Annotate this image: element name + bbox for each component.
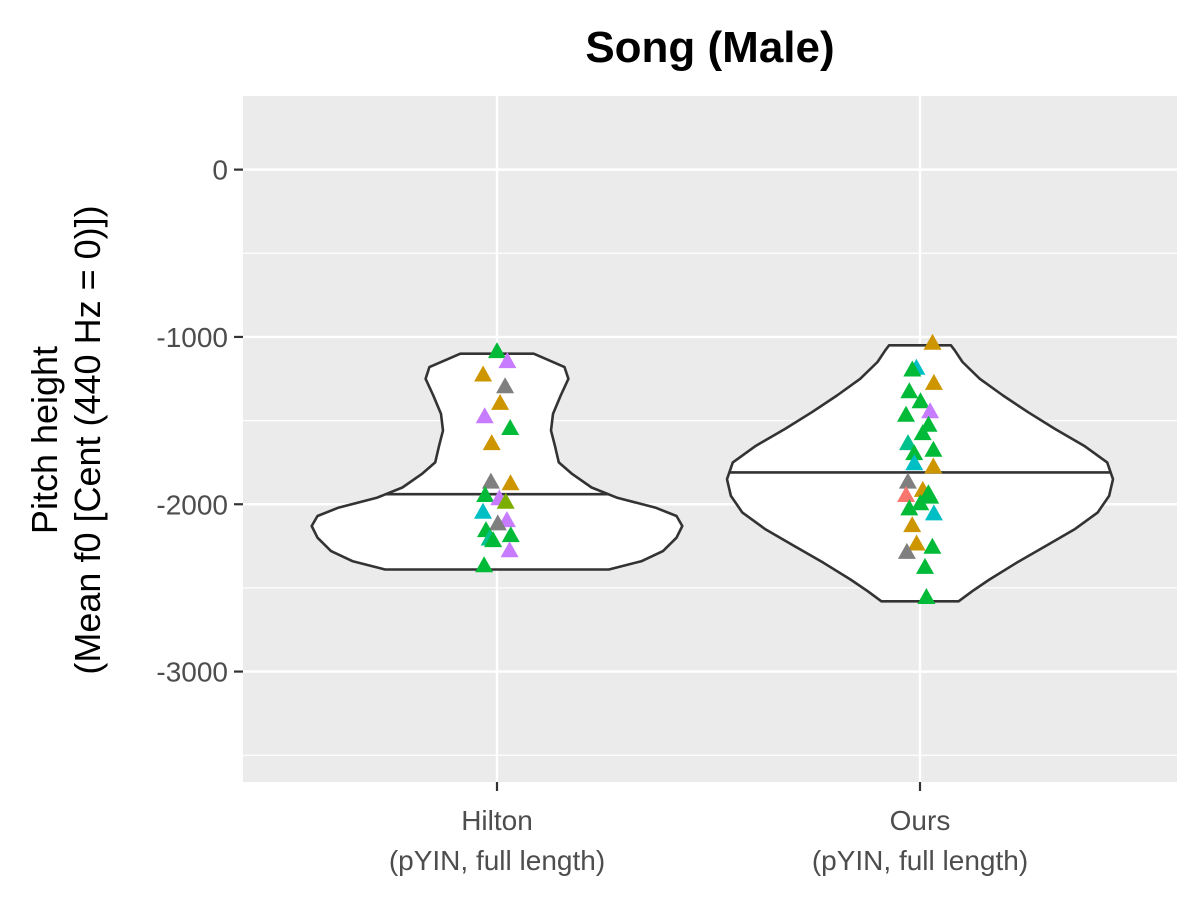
y-axis-label: Pitch height (Mean f0 [Cent (440 Hz = 0)… <box>24 205 108 674</box>
data-point <box>905 444 924 461</box>
data-point <box>476 486 495 502</box>
y-axis-label-line-1: Pitch height <box>24 346 65 534</box>
chart-title: Song (Male) <box>585 23 834 72</box>
data-point <box>900 499 919 516</box>
data-point <box>917 588 936 604</box>
data-point <box>913 424 932 441</box>
x-tick-label-line-2: (pYIN, full length) <box>812 845 1028 876</box>
y-tick-label: -1000 <box>156 322 228 353</box>
data-point <box>907 534 926 551</box>
data-point <box>897 405 915 422</box>
data-point <box>475 407 494 424</box>
data-point <box>484 531 503 548</box>
y-tick-label: 0 <box>212 155 228 186</box>
data-point <box>474 502 492 519</box>
y-axis: 0 -1000 -2000 -3000 <box>156 155 243 688</box>
data-point <box>921 487 940 504</box>
data-point <box>903 360 922 377</box>
data-point <box>897 486 916 502</box>
data-point <box>501 526 520 543</box>
x-tick-label-line-2: (pYIN, full length) <box>389 845 605 876</box>
data-point <box>899 434 917 451</box>
violins <box>310 344 1115 603</box>
data-point <box>500 541 519 558</box>
x-tick-label-line-1: Hilton <box>461 805 533 836</box>
data-point <box>498 352 517 369</box>
data-point <box>501 474 520 491</box>
data-point <box>897 542 916 559</box>
data-point <box>924 504 943 521</box>
data-point <box>911 494 930 511</box>
data-point <box>923 333 942 350</box>
violin-shape <box>310 352 684 571</box>
data-point <box>474 365 493 382</box>
data-point <box>488 342 506 359</box>
data-point <box>923 537 942 554</box>
data-point <box>924 373 943 390</box>
x-tick-label-line-1: Ours <box>890 805 951 836</box>
data-point <box>916 557 934 574</box>
data-points <box>474 333 943 604</box>
data-point <box>921 402 940 419</box>
data-point <box>905 454 924 471</box>
data-point <box>924 457 943 474</box>
data-point <box>911 392 930 409</box>
data-point <box>482 434 501 451</box>
data-point <box>900 382 919 399</box>
data-point <box>481 472 500 489</box>
data-point <box>501 419 520 435</box>
data-point <box>488 514 507 531</box>
y-tick-label: -3000 <box>156 657 228 688</box>
x-axis: Hilton (pYIN, full length) Ours (pYIN, full… <box>389 782 1028 876</box>
data-point <box>903 516 922 533</box>
data-point <box>496 377 515 394</box>
data-point <box>924 440 943 457</box>
data-point <box>496 492 515 509</box>
data-point <box>898 472 917 489</box>
y-axis-label-line-2: (Mean f0 [Cent (440 Hz = 0)]) <box>67 205 108 674</box>
data-point <box>475 556 494 573</box>
y-tick-label: -2000 <box>156 489 228 520</box>
data-point <box>491 393 510 410</box>
